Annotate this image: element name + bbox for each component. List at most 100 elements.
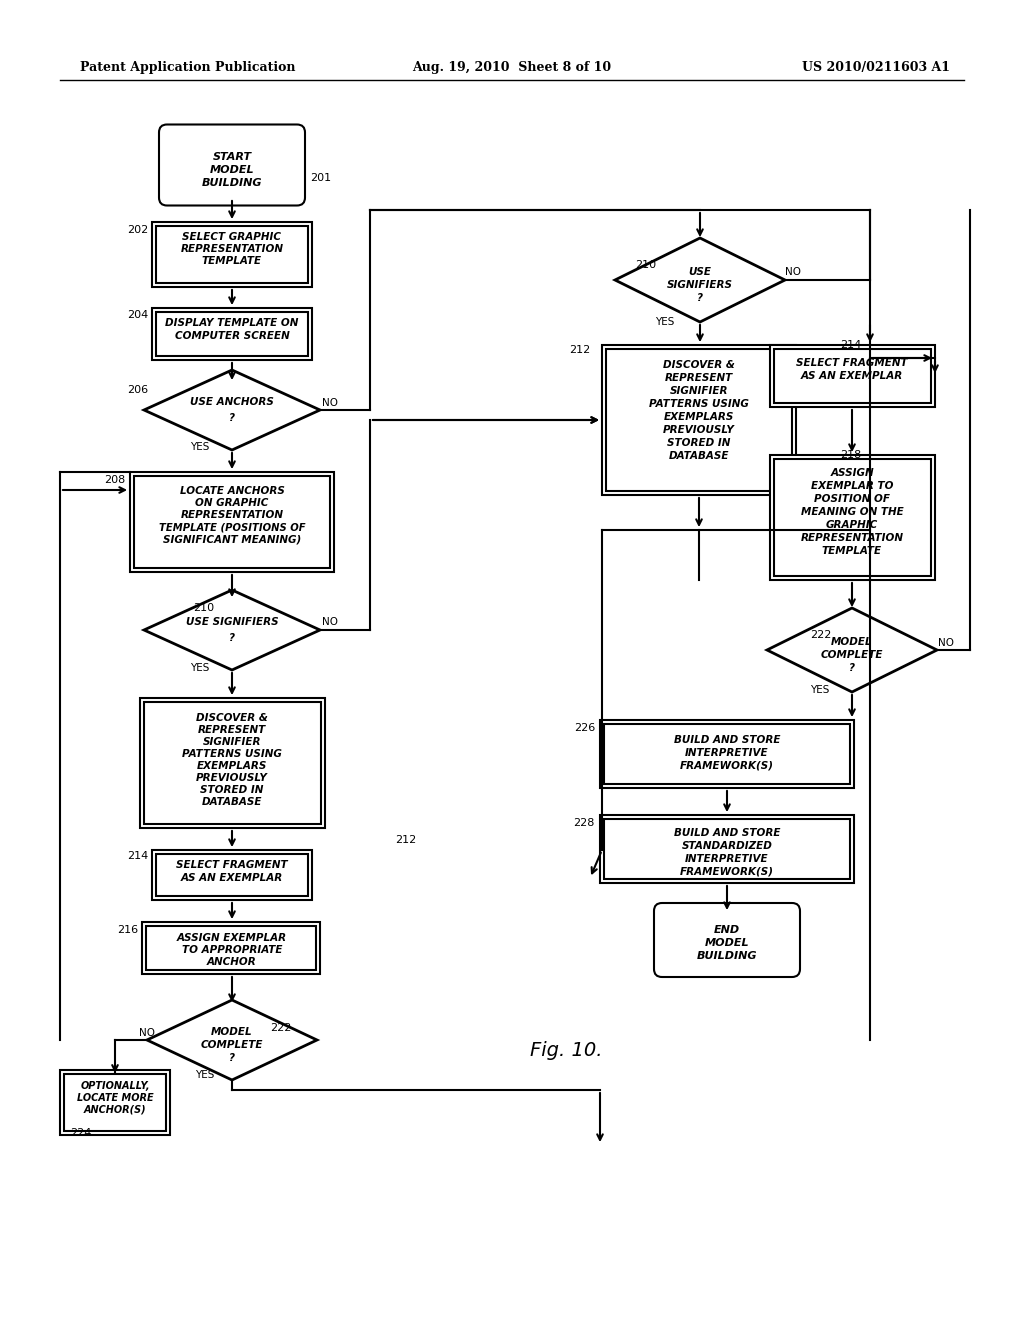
Text: SELECT FRAGMENT: SELECT FRAGMENT: [176, 861, 288, 870]
Text: ANCHOR: ANCHOR: [207, 957, 257, 968]
Text: PREVIOUSLY: PREVIOUSLY: [664, 425, 735, 436]
Polygon shape: [767, 609, 937, 692]
Text: MODEL: MODEL: [831, 638, 872, 647]
Text: 210: 210: [193, 603, 214, 612]
Text: 226: 226: [573, 723, 595, 733]
Text: 214: 214: [840, 341, 861, 350]
Polygon shape: [144, 370, 319, 450]
FancyBboxPatch shape: [156, 312, 308, 356]
Text: STORED IN: STORED IN: [201, 785, 264, 795]
Text: SIGNIFIERS: SIGNIFIERS: [667, 280, 733, 290]
Text: AS AN EXEMPLAR: AS AN EXEMPLAR: [181, 873, 283, 883]
Text: NO: NO: [785, 267, 801, 277]
Text: ANCHOR(S): ANCHOR(S): [84, 1105, 146, 1115]
Text: ASSIGN EXEMPLAR: ASSIGN EXEMPLAR: [177, 933, 287, 942]
Text: USE SIGNIFIERS: USE SIGNIFIERS: [185, 616, 279, 627]
Text: BUILDING: BUILDING: [696, 950, 758, 961]
Text: TO APPROPRIATE: TO APPROPRIATE: [181, 945, 283, 954]
Text: YES: YES: [190, 442, 210, 451]
Text: STANDARDIZED: STANDARDIZED: [682, 841, 772, 851]
Text: ON GRAPHIC: ON GRAPHIC: [196, 498, 268, 508]
Polygon shape: [615, 238, 785, 322]
Text: USE ANCHORS: USE ANCHORS: [190, 397, 274, 407]
Text: NO: NO: [322, 616, 338, 627]
FancyBboxPatch shape: [774, 459, 931, 576]
Text: COMPLETE: COMPLETE: [201, 1040, 263, 1049]
Text: USE: USE: [688, 267, 712, 277]
Text: 204: 204: [127, 310, 148, 319]
FancyBboxPatch shape: [152, 222, 312, 286]
Text: YES: YES: [196, 1071, 215, 1080]
Text: SIGNIFIER: SIGNIFIER: [203, 737, 261, 747]
Text: NO: NO: [139, 1028, 155, 1038]
Text: YES: YES: [655, 317, 675, 327]
Text: COMPUTER SCREEN: COMPUTER SCREEN: [175, 331, 290, 341]
Text: REPRESENTATION: REPRESENTATION: [801, 533, 903, 543]
FancyBboxPatch shape: [604, 723, 850, 784]
Text: LOCATE ANCHORS: LOCATE ANCHORS: [179, 486, 285, 496]
FancyBboxPatch shape: [606, 348, 792, 491]
Text: SELECT FRAGMENT: SELECT FRAGMENT: [797, 358, 908, 368]
Text: BUILDING: BUILDING: [202, 178, 262, 187]
Text: TEMPLATE: TEMPLATE: [202, 256, 262, 267]
FancyBboxPatch shape: [600, 719, 854, 788]
Text: MODEL: MODEL: [211, 1027, 253, 1038]
Text: COMPLETE: COMPLETE: [821, 649, 884, 660]
Text: MODEL: MODEL: [210, 165, 254, 176]
Text: 228: 228: [573, 818, 595, 828]
Text: REPRESENTATION: REPRESENTATION: [180, 244, 284, 253]
Text: MODEL: MODEL: [705, 939, 750, 948]
Text: PREVIOUSLY: PREVIOUSLY: [196, 774, 268, 783]
FancyBboxPatch shape: [130, 473, 334, 572]
FancyBboxPatch shape: [146, 927, 316, 970]
Text: BUILD AND STORE: BUILD AND STORE: [674, 828, 780, 838]
Text: YES: YES: [810, 685, 829, 696]
Text: 224: 224: [70, 1129, 91, 1138]
Text: FRAMEWORK(S): FRAMEWORK(S): [680, 762, 774, 771]
FancyBboxPatch shape: [144, 702, 321, 824]
Text: INTERPRETIVE: INTERPRETIVE: [685, 748, 769, 758]
Text: OPTIONALLY,: OPTIONALLY,: [80, 1081, 150, 1092]
Polygon shape: [144, 590, 319, 671]
Text: US 2010/0211603 A1: US 2010/0211603 A1: [802, 62, 950, 74]
FancyBboxPatch shape: [134, 477, 330, 568]
Text: Patent Application Publication: Patent Application Publication: [80, 62, 296, 74]
Text: EXEMPLARS: EXEMPLARS: [197, 762, 267, 771]
Text: DISCOVER &: DISCOVER &: [664, 360, 735, 370]
FancyBboxPatch shape: [63, 1074, 166, 1131]
Text: DATABASE: DATABASE: [202, 797, 262, 807]
FancyBboxPatch shape: [142, 921, 319, 974]
Text: DISCOVER &: DISCOVER &: [196, 713, 268, 723]
FancyBboxPatch shape: [600, 814, 854, 883]
Text: ?: ?: [697, 293, 703, 304]
Text: 214: 214: [127, 851, 148, 861]
Text: 210: 210: [635, 260, 656, 271]
Text: PATTERNS USING: PATTERNS USING: [182, 748, 282, 759]
Text: 206: 206: [127, 385, 148, 395]
FancyBboxPatch shape: [770, 345, 935, 407]
Text: 222: 222: [270, 1023, 292, 1034]
Text: TEMPLATE (POSITIONS OF: TEMPLATE (POSITIONS OF: [159, 521, 305, 532]
Text: BUILD AND STORE: BUILD AND STORE: [674, 735, 780, 744]
FancyBboxPatch shape: [156, 854, 308, 896]
Text: ?: ?: [229, 413, 234, 422]
Text: DATABASE: DATABASE: [669, 451, 729, 461]
Text: 201: 201: [310, 173, 331, 183]
Text: INTERPRETIVE: INTERPRETIVE: [685, 854, 769, 865]
Text: ?: ?: [229, 1053, 234, 1063]
FancyBboxPatch shape: [774, 348, 931, 403]
Text: NO: NO: [322, 399, 338, 408]
FancyBboxPatch shape: [604, 818, 850, 879]
FancyBboxPatch shape: [770, 455, 935, 579]
Text: Fig. 10.: Fig. 10.: [530, 1040, 602, 1060]
Text: Aug. 19, 2010  Sheet 8 of 10: Aug. 19, 2010 Sheet 8 of 10: [413, 62, 611, 74]
FancyBboxPatch shape: [152, 308, 312, 360]
FancyBboxPatch shape: [602, 345, 796, 495]
Text: MEANING ON THE: MEANING ON THE: [801, 507, 903, 517]
Text: PATTERNS USING: PATTERNS USING: [649, 399, 749, 409]
Text: GRAPHIC: GRAPHIC: [826, 520, 879, 531]
Text: EXEMPLARS: EXEMPLARS: [664, 412, 734, 422]
Text: REPRESENT: REPRESENT: [665, 374, 733, 383]
Text: 218: 218: [840, 450, 861, 459]
FancyBboxPatch shape: [159, 124, 305, 206]
